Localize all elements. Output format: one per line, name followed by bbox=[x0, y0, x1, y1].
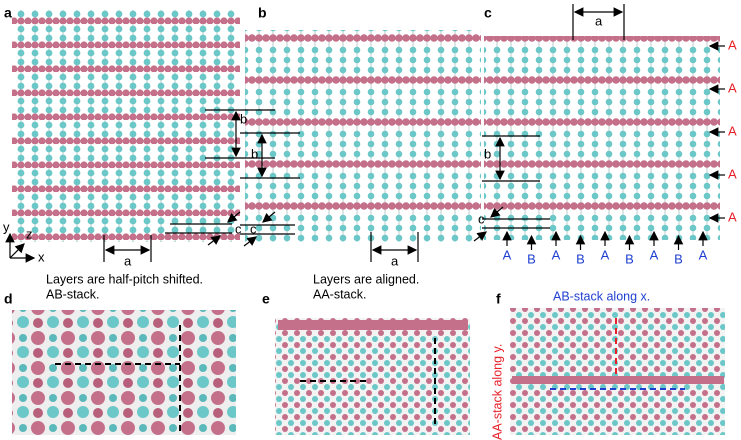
layer-label: A bbox=[728, 80, 737, 95]
layer-label: B bbox=[625, 251, 634, 266]
lattice-f bbox=[510, 308, 725, 435]
layer-label: A bbox=[650, 247, 659, 262]
guides bbox=[55, 318, 685, 432]
layer-label: A bbox=[728, 123, 737, 138]
caption: AB-stack along x. bbox=[553, 289, 650, 303]
dim-label: c bbox=[478, 211, 485, 226]
panel-label: b bbox=[258, 5, 267, 21]
layer-label: A bbox=[728, 166, 737, 181]
panel-label: f bbox=[496, 291, 501, 307]
caption: Layers are half-pitch shifted. bbox=[46, 272, 203, 286]
layer-f bbox=[512, 376, 724, 384]
axis-label: x bbox=[38, 249, 45, 264]
dim-label: a bbox=[124, 253, 132, 268]
layer-label: A bbox=[552, 247, 561, 262]
lattice-e bbox=[275, 318, 470, 435]
lattice-c bbox=[484, 36, 720, 240]
dim-label: b bbox=[251, 146, 258, 161]
lattice-b bbox=[245, 30, 481, 242]
panel-label: d bbox=[4, 291, 13, 307]
layer-label: A bbox=[503, 247, 512, 262]
layer-label: A bbox=[699, 247, 708, 262]
dim-label: a bbox=[391, 253, 399, 268]
dim-label: c bbox=[235, 221, 242, 236]
layer-label: B bbox=[576, 251, 585, 266]
axis-label: y bbox=[3, 219, 10, 234]
layer-label: B bbox=[527, 251, 536, 266]
layer-label: A bbox=[601, 247, 610, 262]
layer-label: B bbox=[674, 251, 683, 266]
panel-label: a bbox=[4, 5, 12, 21]
dim-label: a bbox=[595, 13, 603, 28]
dim-label: c bbox=[250, 221, 257, 236]
caption: AB-stack. bbox=[46, 287, 100, 301]
panel-label: e bbox=[262, 291, 270, 307]
dimension-lines bbox=[5, 4, 625, 263]
panel-label: c bbox=[484, 5, 492, 21]
dim-label: b bbox=[484, 146, 491, 161]
caption: AA-stack along y. bbox=[490, 344, 504, 440]
lattice-a bbox=[12, 10, 240, 242]
axis-label: z bbox=[26, 226, 33, 241]
caption: Layers are aligned. bbox=[313, 272, 419, 286]
lattice-d bbox=[12, 310, 236, 435]
layer-label: A bbox=[728, 37, 737, 52]
caption: AA-stack. bbox=[313, 287, 367, 301]
dim-label: b bbox=[240, 111, 247, 126]
layer-e bbox=[278, 320, 468, 330]
layer-label: A bbox=[728, 209, 737, 224]
